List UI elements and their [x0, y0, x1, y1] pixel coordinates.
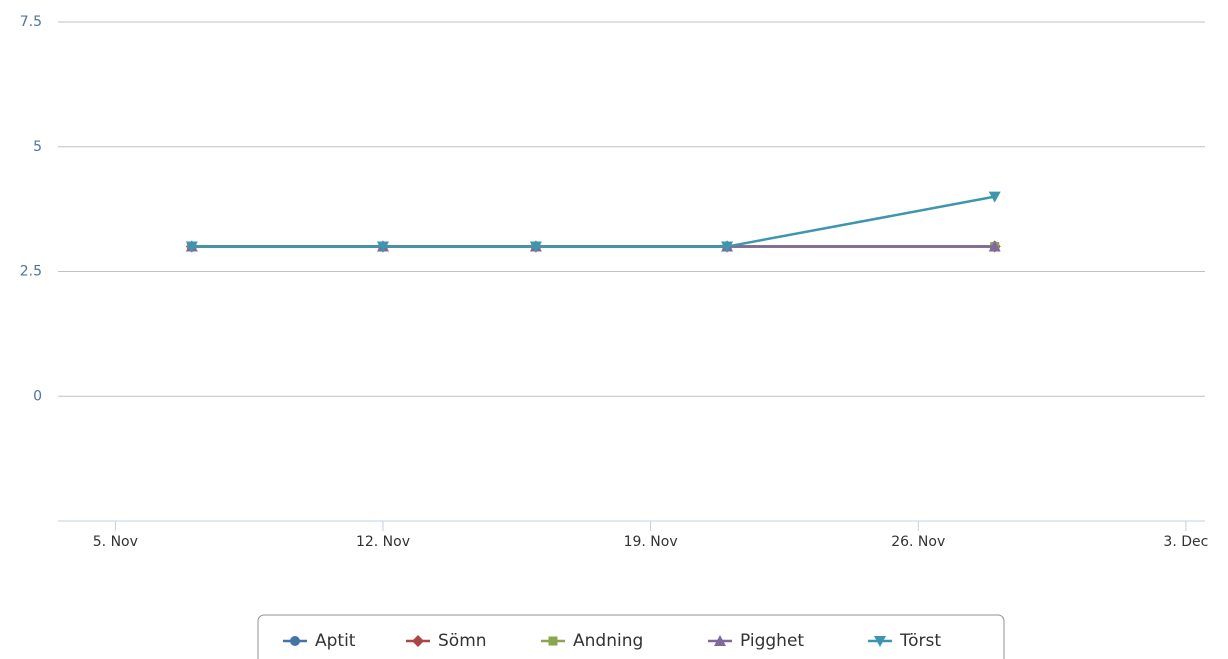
legend-marker — [548, 636, 558, 646]
marker — [185, 241, 198, 253]
series — [185, 191, 1001, 253]
x-tick-label: 3. Dec — [1163, 534, 1208, 550]
x-tick-label: 5. Nov — [93, 534, 138, 550]
legend-label: Sömn — [438, 631, 487, 651]
legend-label: Pigghet — [740, 631, 804, 651]
y-tick-label: 0 — [33, 388, 42, 404]
y-tick-label: 5 — [33, 139, 42, 155]
x-tick-label: 19. Nov — [624, 534, 678, 550]
x-tick-label: 26. Nov — [891, 534, 945, 550]
legend-marker — [874, 636, 886, 647]
marker — [721, 241, 734, 253]
legend-marker — [412, 635, 424, 647]
marker — [529, 241, 542, 253]
legend-label: Törst — [899, 631, 941, 651]
y-tick-label: 2.5 — [20, 264, 42, 280]
y-tick-label: 7.5 — [20, 14, 42, 30]
legend-label: Aptit — [315, 631, 356, 651]
legend-box — [257, 614, 1005, 659]
marker — [988, 191, 1001, 203]
legend-label: Andning — [573, 631, 643, 651]
marker — [376, 241, 389, 253]
line — [191, 195, 995, 248]
legend-marker — [714, 635, 726, 646]
legend-marker — [290, 636, 300, 646]
x-tick-label: 12. Nov — [356, 534, 410, 550]
marker — [988, 240, 1001, 252]
